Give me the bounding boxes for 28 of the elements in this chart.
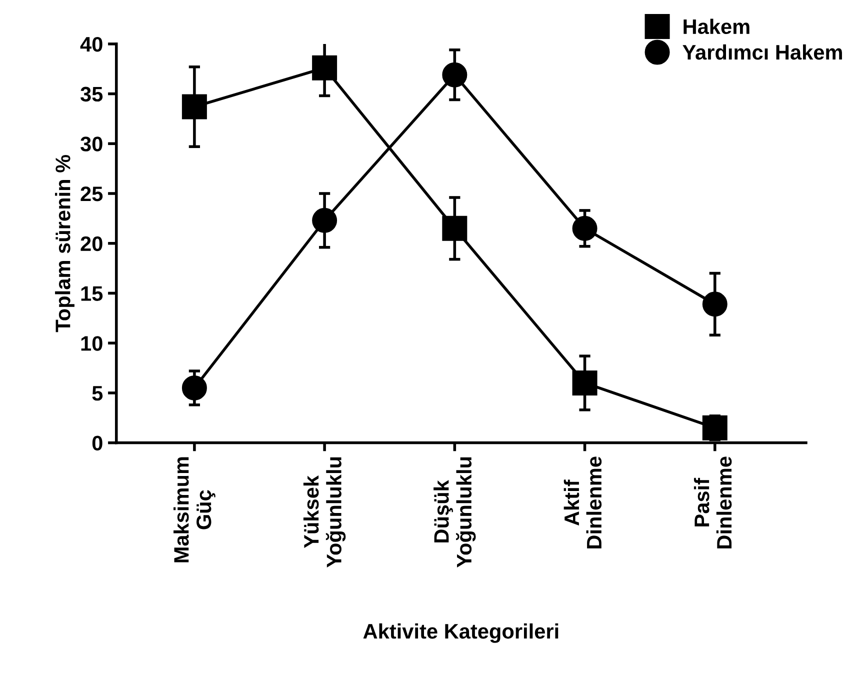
y-tick-label: 15 <box>81 286 103 301</box>
point <box>572 370 598 396</box>
point <box>312 55 338 80</box>
point <box>182 94 207 120</box>
legend-label: Yardımcı Hakem <box>682 44 842 60</box>
point <box>312 208 338 233</box>
y-tick-label: 40 <box>80 36 102 52</box>
x-tick-label: Pasif Dinlenme <box>694 456 732 548</box>
y-tick-label: 5 <box>92 386 103 401</box>
x-axis-title: Aktivite Kategorileri <box>363 623 558 643</box>
y-tick-label: 35 <box>80 86 103 102</box>
point <box>442 62 468 88</box>
point <box>572 216 598 241</box>
y-tick-label: 25 <box>80 186 103 202</box>
point <box>442 216 468 241</box>
y-tick-label: 0 <box>92 436 102 451</box>
point <box>182 375 207 400</box>
x-tick-label: Düşük Yoğunluklu <box>434 457 476 568</box>
y-tick-label: 20 <box>80 236 102 252</box>
y-axis-title: Toplam sürenin % <box>55 154 74 332</box>
x-tick-label: Aktif Dinlenme <box>564 456 602 548</box>
y-tick-label: 10 <box>81 336 102 351</box>
legend-label: Hakem <box>684 18 750 34</box>
x-tick-label: Yüksek Yoğunluklu <box>303 457 346 568</box>
point <box>702 292 728 317</box>
x-tick-label: Maksimum Güç <box>174 457 216 562</box>
y-tick-label: 30 <box>80 136 102 152</box>
point <box>702 415 728 440</box>
